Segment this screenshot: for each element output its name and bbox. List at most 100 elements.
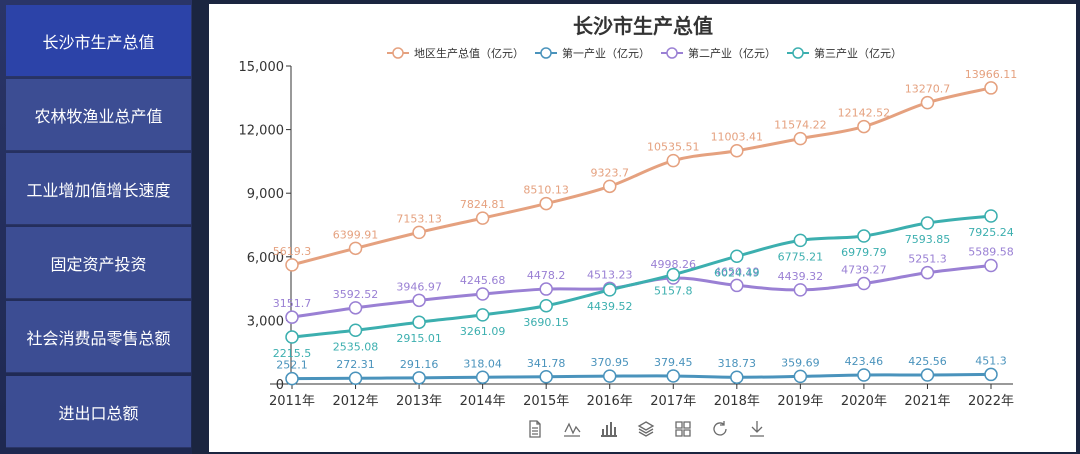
data-point bbox=[730, 143, 744, 158]
data-label: 3261.09 bbox=[460, 325, 506, 338]
data-point bbox=[857, 229, 871, 243]
data-label: 2215.5 bbox=[273, 347, 312, 360]
data-point bbox=[666, 153, 681, 168]
sidebar-item-fixed-asset-investment[interactable]: 固定资产投资 bbox=[6, 227, 191, 299]
data-label: 4439.32 bbox=[778, 270, 824, 283]
data-point bbox=[412, 315, 426, 329]
legend-label[interactable]: 第一产业（亿元） bbox=[562, 46, 650, 60]
data-point bbox=[475, 211, 490, 225]
data-label: 12142.52 bbox=[838, 107, 891, 120]
chart-toolbox bbox=[525, 418, 767, 440]
download-icon[interactable] bbox=[747, 419, 767, 439]
legend-swatch-marker bbox=[540, 47, 552, 59]
y-tick-label: 0 bbox=[276, 378, 284, 393]
sidebar-item-gdp[interactable]: 长沙市生产总值 bbox=[6, 5, 191, 77]
data-label: 8510.13 bbox=[523, 184, 569, 197]
x-tick-label: 2011年 bbox=[269, 394, 315, 409]
sidebar: 长沙市生产总值 农林牧渔业总产值 工业增加值增长速度 固定资产投资 社会消费品零… bbox=[0, 0, 192, 454]
data-label: 379.45 bbox=[654, 356, 693, 369]
legend-swatch-marker bbox=[666, 47, 678, 59]
tiled-icon[interactable] bbox=[673, 419, 693, 439]
x-tick-label: 2016年 bbox=[587, 394, 633, 409]
x-tick-label: 2021年 bbox=[904, 394, 950, 409]
data-label: 291.16 bbox=[400, 358, 439, 371]
data-point bbox=[793, 233, 808, 248]
data-point bbox=[984, 81, 998, 95]
data-label: 13966.11 bbox=[965, 68, 1018, 81]
data-point bbox=[539, 196, 553, 211]
sidebar-item-label: 农林牧渔业总产值 bbox=[34, 106, 163, 126]
line-chart-icon[interactable] bbox=[562, 419, 582, 439]
data-point bbox=[984, 367, 998, 382]
data-view-icon[interactable] bbox=[525, 419, 545, 439]
data-point bbox=[793, 369, 808, 384]
data-point bbox=[348, 241, 363, 256]
x-tick-label: 2020年 bbox=[841, 394, 887, 409]
data-point bbox=[348, 371, 363, 385]
data-label: 4739.27 bbox=[841, 264, 887, 277]
data-label: 6399.91 bbox=[333, 228, 379, 241]
sidebar-item-import-export[interactable]: 进出口总额 bbox=[6, 376, 191, 448]
data-point bbox=[920, 265, 935, 280]
x-tick-label: 2012年 bbox=[332, 394, 378, 409]
data-point bbox=[285, 258, 299, 272]
data-point bbox=[920, 95, 935, 110]
sidebar-item-label: 社会消费品零售总额 bbox=[26, 328, 171, 348]
data-label: 13270.7 bbox=[905, 83, 951, 96]
sidebar-item-label: 长沙市生产总值 bbox=[42, 32, 155, 52]
legend-swatch-marker bbox=[392, 47, 404, 59]
data-label: 359.69 bbox=[781, 356, 820, 369]
sidebar-item-retail-sales[interactable]: 社会消费品零售总额 bbox=[6, 301, 191, 373]
data-label: 9323.7 bbox=[590, 166, 629, 179]
x-tick-label: 2017年 bbox=[650, 394, 696, 409]
data-label: 272.31 bbox=[336, 358, 375, 371]
data-point bbox=[984, 209, 998, 223]
x-tick-label: 2018年 bbox=[714, 394, 760, 409]
data-label: 7824.81 bbox=[460, 198, 506, 211]
data-point bbox=[857, 368, 871, 382]
sidebar-item-label: 进出口总额 bbox=[58, 403, 139, 423]
data-label: 2915.01 bbox=[396, 332, 442, 345]
data-label: 370.95 bbox=[590, 356, 629, 369]
data-point bbox=[348, 323, 363, 338]
chart-title: 长沙市生产总值 bbox=[573, 14, 713, 38]
restore-icon[interactable] bbox=[710, 419, 730, 439]
x-tick-label: 2019年 bbox=[777, 394, 823, 409]
data-point bbox=[602, 179, 617, 194]
data-point bbox=[475, 308, 490, 322]
sidebar-item-label: 固定资产投资 bbox=[50, 254, 147, 274]
data-point bbox=[412, 371, 426, 385]
data-point bbox=[412, 293, 426, 308]
x-tick-label: 2013年 bbox=[396, 394, 442, 409]
data-label: 4245.68 bbox=[460, 274, 506, 287]
y-tick-label: 6,000 bbox=[247, 251, 284, 266]
data-label: 4650.19 bbox=[714, 265, 760, 278]
data-label: 3946.97 bbox=[396, 280, 442, 293]
data-label: 451.3 bbox=[975, 354, 1007, 367]
bar-chart-icon[interactable] bbox=[599, 419, 619, 439]
sidebar-item-agriculture-output[interactable]: 农林牧渔业总产值 bbox=[6, 79, 191, 151]
legend-label[interactable]: 地区生产总值（亿元） bbox=[414, 46, 524, 60]
data-label: 7153.13 bbox=[396, 212, 442, 225]
data-point bbox=[602, 283, 617, 297]
data-label: 318.73 bbox=[718, 357, 757, 370]
data-label: 6024.49 bbox=[714, 266, 760, 279]
data-label: 4513.23 bbox=[587, 268, 633, 281]
sidebar-item-industrial-growth[interactable]: 工业增加值增长速度 bbox=[6, 153, 191, 225]
x-tick-label: 2022年 bbox=[968, 394, 1014, 409]
data-label: 3151.7 bbox=[273, 297, 312, 310]
data-point bbox=[730, 278, 744, 293]
legend-label[interactable]: 第二产业（亿元） bbox=[688, 46, 776, 60]
data-label: 3592.52 bbox=[333, 288, 379, 301]
data-point bbox=[475, 370, 490, 385]
data-label: 3690.15 bbox=[523, 316, 569, 329]
legend-label[interactable]: 第三产业（亿元） bbox=[814, 46, 902, 60]
data-label: 7925.24 bbox=[968, 226, 1014, 239]
data-label: 4998.26 bbox=[651, 258, 697, 271]
data-label: 5619.3 bbox=[273, 245, 312, 258]
stack-icon[interactable] bbox=[636, 419, 656, 439]
chart-panel: 长沙市生产总值地区生产总值（亿元） 第一产业（亿元） 第二产业（亿元） 第三产业（亿元… bbox=[209, 4, 1076, 452]
data-point bbox=[412, 225, 426, 240]
data-label: 252.1 bbox=[276, 359, 308, 372]
